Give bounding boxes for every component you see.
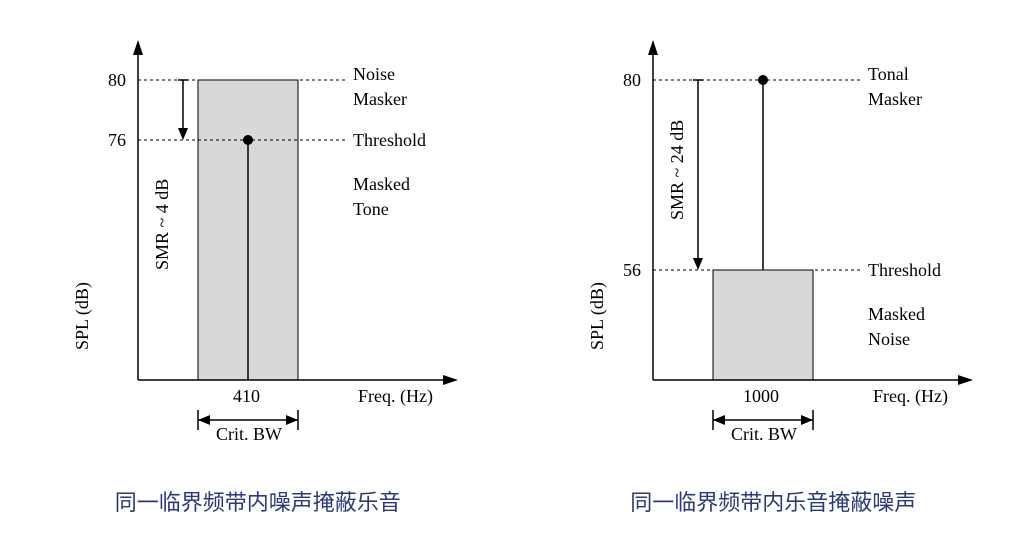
- critbw-arrow-l: [713, 415, 725, 425]
- x-axis-arrow: [443, 375, 458, 385]
- x-axis-label: Freq. (Hz): [873, 386, 948, 407]
- smr-arrow-head: [178, 128, 188, 140]
- y-axis-arrow: [133, 40, 143, 55]
- ann-masked: Masked: [353, 174, 410, 194]
- ytick-80: 80: [108, 70, 126, 90]
- figure-container: 80 76 SMR ~ 4 dB SPL (dB) 410 Freq. (Hz): [0, 0, 1031, 455]
- ann-noise: Noise: [353, 64, 395, 84]
- right-caption: 同一临界频带内乐音掩蔽噪声: [630, 485, 916, 517]
- critbw-arrow-r: [801, 415, 813, 425]
- masked-tone-dot: [243, 135, 253, 145]
- ytick-80: 80: [623, 70, 641, 90]
- x-axis-arrow: [958, 375, 973, 385]
- smr-arrow-head: [693, 258, 703, 270]
- left-caption: 同一临界频带内噪声掩蔽乐音: [115, 485, 401, 517]
- x-axis-label: Freq. (Hz): [358, 386, 433, 407]
- y-axis-label: SPL (dB): [587, 282, 608, 350]
- smr-label: SMR ~ 4 dB: [152, 179, 172, 270]
- smr-label: SMR ~ 24 dB: [667, 120, 687, 220]
- y-axis-label: SPL (dB): [72, 282, 93, 350]
- ann-masked: Masked: [868, 304, 925, 324]
- masked-noise-bar: [713, 270, 813, 380]
- xtick-1000: 1000: [743, 386, 779, 406]
- right-panel: 80 56 SMR ~ 24 dB SPL (dB) 1000 Freq. (H…: [553, 20, 993, 455]
- ann-threshold: Threshold: [868, 260, 941, 280]
- ann-tone: Tone: [353, 199, 389, 219]
- ytick-76: 76: [108, 130, 126, 150]
- caption-row: 同一临界频带内噪声掩蔽乐音 同一临界频带内乐音掩蔽噪声: [0, 485, 1031, 517]
- right-chart-svg: 80 56 SMR ~ 24 dB SPL (dB) 1000 Freq. (H…: [553, 20, 993, 450]
- left-panel: 80 76 SMR ~ 4 dB SPL (dB) 410 Freq. (Hz): [38, 20, 478, 455]
- critbw-arrow-l: [198, 415, 210, 425]
- tonal-masker-dot: [758, 75, 768, 85]
- xtick-410: 410: [233, 386, 260, 406]
- critbw-label: Crit. BW: [731, 424, 797, 444]
- critbw-arrow-r: [286, 415, 298, 425]
- critbw-label: Crit. BW: [216, 424, 282, 444]
- left-chart-svg: 80 76 SMR ~ 4 dB SPL (dB) 410 Freq. (Hz): [38, 20, 478, 450]
- ytick-56: 56: [623, 260, 641, 280]
- y-axis-arrow: [648, 40, 658, 55]
- ann-tonal: Tonal: [868, 64, 909, 84]
- ann-threshold: Threshold: [353, 130, 426, 150]
- ann-masker: Masker: [353, 89, 407, 109]
- ann-noise: Noise: [868, 329, 910, 349]
- ann-masker: Masker: [868, 89, 922, 109]
